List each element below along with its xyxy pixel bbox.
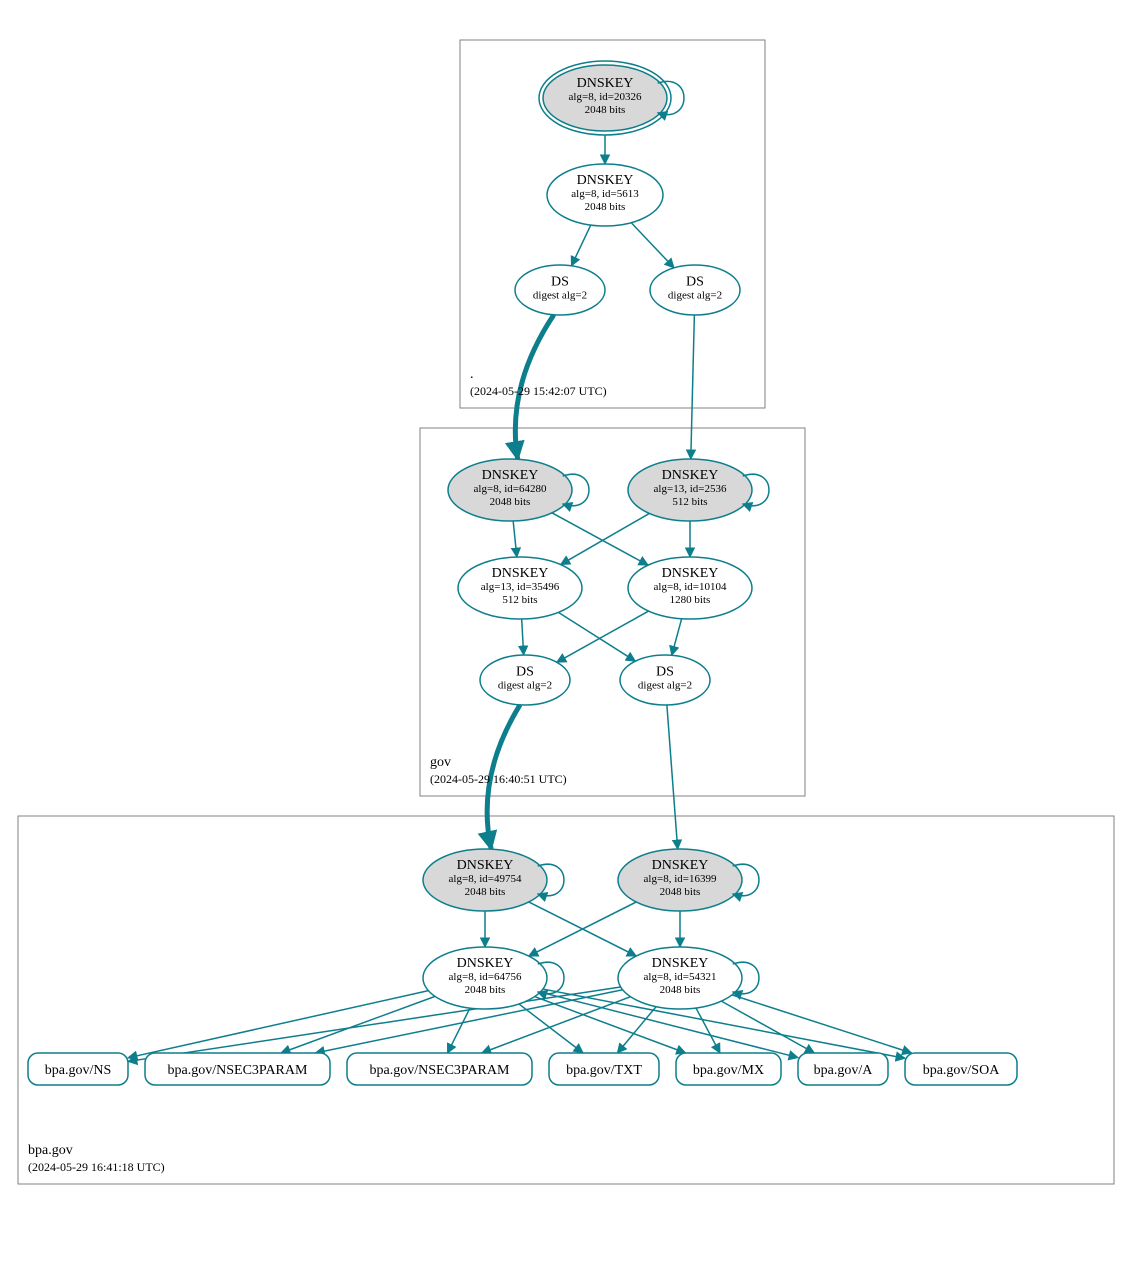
node-text: DS [516,665,534,680]
node-text: DS [551,275,569,290]
edge [631,223,674,268]
node-text: alg=8, id=5613 [571,188,639,200]
node-text: 1280 bits [670,594,711,606]
node-text: bpa.gov/A [814,1063,874,1078]
node-text: 2048 bits [465,886,506,898]
node-text: alg=8, id=20326 [569,91,642,103]
node-text: DNSKEY [662,468,719,483]
zone-timestamp-root: (2024-05-29 15:42:07 UTC) [470,384,607,398]
node-text: DNSKEY [482,468,539,483]
node-text: bpa.gov/SOA [923,1063,1001,1078]
node-text: 2048 bits [660,984,701,996]
zone-timestamp-gov: (2024-05-29 16:40:51 UTC) [430,772,567,786]
node-text: 512 bits [502,594,537,606]
zone-label-gov: gov [430,755,451,770]
nodes-layer: DNSKEYalg=8, id=203262048 bitsDNSKEYalg=… [28,61,1017,1085]
node-text: DNSKEY [652,956,709,971]
zone-timestamp-bpa: (2024-05-29 16:41:18 UTC) [28,1160,165,1174]
node-text: digest alg=2 [638,680,692,692]
node-text: DS [656,665,674,680]
edge [557,611,649,662]
node-text: alg=8, id=64756 [449,971,522,983]
zone-label-root: . [470,367,474,382]
zone-label-bpa: bpa.gov [28,1143,73,1158]
node-text: alg=8, id=16399 [644,873,717,885]
node-text: 2048 bits [490,496,531,508]
node-text: DNSKEY [577,76,634,91]
edge [732,995,912,1053]
node-text: DNSKEY [457,956,514,971]
edge [672,619,682,656]
node-text: bpa.gov/MX [693,1063,764,1078]
edge [513,521,517,557]
node-text: DNSKEY [492,566,549,581]
node-text: DNSKEY [662,566,719,581]
node-text: alg=8, id=10104 [654,581,727,593]
node-text: alg=8, id=49754 [449,873,522,885]
node-text: alg=13, id=2536 [654,483,727,495]
node-text: alg=8, id=54321 [644,971,717,983]
node-text: digest alg=2 [668,290,722,302]
edge [128,987,621,1061]
node-text: bpa.gov/NSEC3PARAM [168,1063,308,1078]
node-text: bpa.gov/NS [45,1063,112,1078]
edge [448,1008,470,1053]
node-text: 512 bits [672,496,707,508]
node-text: digest alg=2 [498,680,552,692]
node-text: 2048 bits [465,984,506,996]
node-text: DNSKEY [457,858,514,873]
edge [696,1008,720,1053]
edge [561,513,650,564]
node-text: DNSKEY [652,858,709,873]
zone-box-bpa [18,816,1114,1184]
edge [522,619,524,655]
node-text: bpa.gov/NSEC3PARAM [370,1063,510,1078]
node-text: DNSKEY [577,173,634,188]
node-text: bpa.gov/TXT [566,1063,642,1078]
dnssec-graph: DNSKEYalg=8, id=203262048 bitsDNSKEYalg=… [0,0,1132,1278]
node-text: alg=13, id=35496 [481,581,560,593]
edge [667,705,678,849]
node-text: alg=8, id=64280 [474,483,547,495]
node-text: digest alg=2 [533,290,587,302]
node-text: 2048 bits [660,886,701,898]
edge [558,612,635,661]
edge [721,1001,814,1053]
node-text: 2048 bits [585,104,626,116]
edge [128,991,428,1058]
node-text: DS [686,275,704,290]
edge [552,513,648,565]
edge [691,315,695,459]
edge [571,225,590,266]
node-text: 2048 bits [585,201,626,213]
